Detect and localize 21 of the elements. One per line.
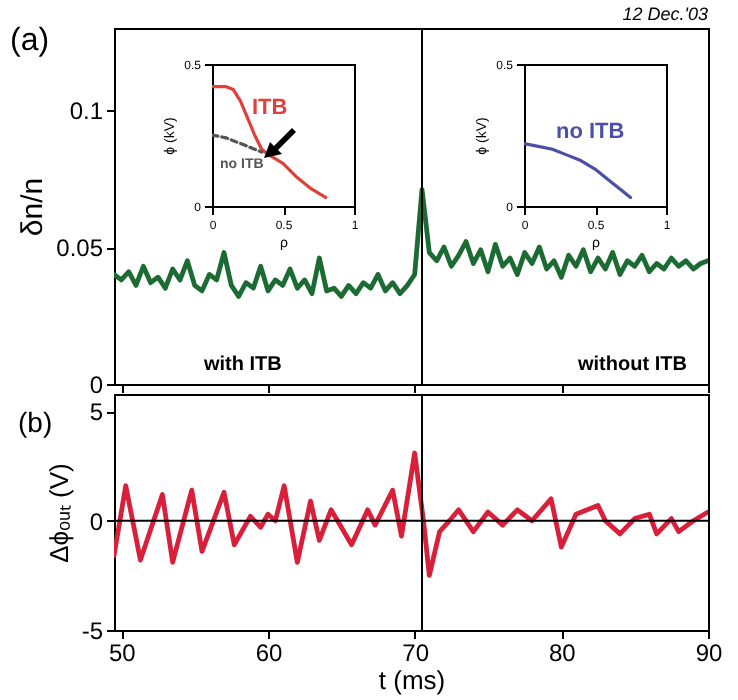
annotation: without ITB [576, 354, 687, 376]
annotation: with ITB [202, 354, 282, 376]
y-tick-label: 0 [89, 371, 104, 399]
x-tick-label: 60 [255, 639, 283, 667]
x-tick-label: 90 [695, 639, 723, 667]
y-tick-label: -5 [81, 617, 104, 645]
chart-title: (b) [18, 406, 53, 438]
x-axis-title: t (ms) [378, 665, 446, 695]
x-tick-label: 70 [402, 639, 430, 667]
y-tick-label: 0.1 [69, 97, 104, 126]
y-tick-label: 0 [89, 507, 104, 536]
chart-title: (a) [10, 24, 50, 58]
y-tick-label: 5 [89, 398, 104, 427]
y-axis-title: δn/n [16, 177, 51, 237]
annotation: no ITB [556, 120, 625, 144]
x-tick-label: 80 [548, 639, 577, 667]
text: 12 Dec.'03 [622, 4, 708, 24]
y-axis-title: Δϕₒᵤₜ (V) [43, 463, 74, 563]
x-tick-label: 50 [108, 639, 137, 667]
annotation: ITB [252, 96, 288, 120]
y-tick-label: 0.05 [56, 234, 104, 263]
